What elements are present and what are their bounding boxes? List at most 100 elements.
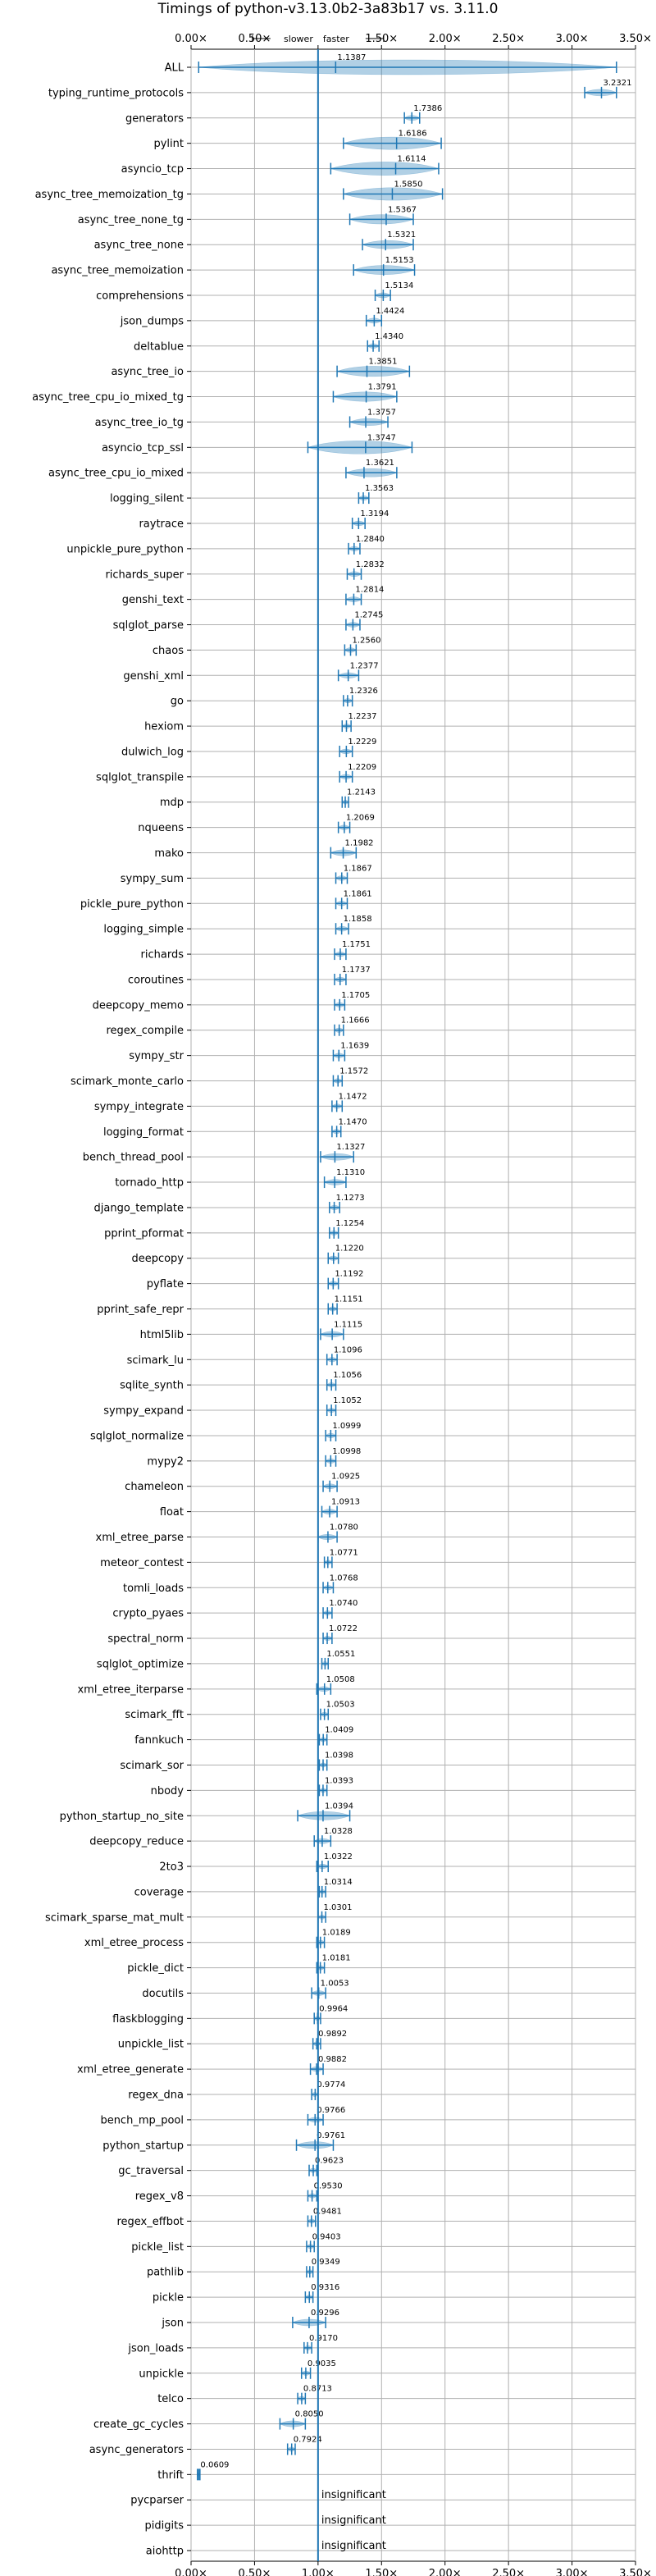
value-label: 0.9403 <box>312 2232 341 2241</box>
benchmark-label: dulwich_log <box>121 746 184 758</box>
slower-label: slower <box>284 34 313 44</box>
value-label: 1.0322 <box>324 1852 353 1861</box>
benchmark-label: xml_etree_iterparse <box>77 1683 184 1696</box>
value-label: 1.4340 <box>375 332 403 341</box>
benchmark-label: coroutines <box>128 974 184 986</box>
value-label: 1.0740 <box>329 1599 358 1608</box>
benchmark-label: python_startup <box>102 2140 184 2152</box>
value-label: 0.9964 <box>319 2004 348 2013</box>
benchmark-label: gc_traversal <box>118 2165 184 2177</box>
value-label: 1.1861 <box>344 889 372 898</box>
value-label: 1.6186 <box>399 130 427 139</box>
value-label: 1.1639 <box>340 1042 369 1051</box>
benchmark-label: 2to3 <box>159 1861 184 1874</box>
benchmark-label: deltablue <box>134 340 184 353</box>
value-label: 1.7386 <box>413 104 442 113</box>
value-label: 1.2560 <box>353 636 381 645</box>
value-label: 0.9481 <box>313 2207 342 2216</box>
benchmark-label: tornado_http <box>115 1177 184 1190</box>
value-label: 1.1858 <box>344 915 372 924</box>
value-label: 1.3194 <box>360 509 389 518</box>
benchmark-label: async_generators <box>89 2444 184 2456</box>
benchmark-label: raytrace <box>139 518 184 530</box>
benchmark-label: richards <box>141 949 184 961</box>
value-label: 0.9035 <box>308 2359 336 2368</box>
value-label: 1.1220 <box>335 1245 364 1254</box>
benchmark-label: sqlglot_normalize <box>90 1430 184 1442</box>
value-label: 1.2069 <box>346 814 375 823</box>
benchmark-label: sqlglot_parse <box>113 619 184 632</box>
benchmark-label: telco <box>157 2393 184 2405</box>
value-label: 1.3791 <box>368 383 397 392</box>
benchmark-label: docutils <box>142 1988 184 2000</box>
benchmark-label: async_tree_io <box>111 366 184 378</box>
benchmark-label: sqlglot_transpile <box>96 771 184 783</box>
benchmark-label: spectral_norm <box>107 1633 184 1646</box>
value-label: 1.4424 <box>376 307 404 316</box>
benchmark-label: mdp <box>160 797 184 809</box>
value-label: 1.0189 <box>322 1929 351 1938</box>
benchmark-label: async_tree_cpu_io_mixed_tg <box>32 391 184 404</box>
value-label: 1.2229 <box>348 738 376 747</box>
value-label: 1.1056 <box>333 1371 362 1380</box>
value-label: 1.3621 <box>366 459 394 468</box>
benchmark-label: ALL <box>165 62 184 75</box>
value-label: 1.1254 <box>335 1219 364 1228</box>
x-tick-label-bottom: 3.00× <box>556 2568 589 2576</box>
benchmark-label: create_gc_cycles <box>93 2418 184 2431</box>
value-label: 1.0508 <box>326 1675 355 1684</box>
value-label: 1.1052 <box>333 1396 362 1405</box>
benchmark-label: sqlglot_optimize <box>97 1658 184 1670</box>
value-label: 1.2832 <box>356 560 385 569</box>
value-label: 1.0394 <box>325 1802 353 1811</box>
benchmark-label: sqlite_synth <box>120 1380 184 1392</box>
benchmark-label: float <box>160 1506 184 1519</box>
benchmark-label: pprint_safe_repr <box>97 1304 184 1316</box>
value-label: 1.3747 <box>367 433 396 442</box>
insignificant-label: insignificant <box>321 2489 386 2501</box>
value-label: 0.9296 <box>311 2309 339 2318</box>
benchmark-label: regex_v8 <box>135 2190 184 2203</box>
benchmark-label: mypy2 <box>147 1455 184 1468</box>
value-label: 1.1472 <box>339 1092 367 1101</box>
benchmark-label: meteor_contest <box>100 1557 184 1569</box>
benchmark-label: async_tree_cpu_io_mixed <box>48 468 184 480</box>
x-tick-label-bottom: 0.00× <box>175 2568 207 2576</box>
benchmark-label: json <box>161 2318 184 2330</box>
value-label: 0.9761 <box>317 2131 345 2140</box>
value-label: 1.5321 <box>387 231 416 240</box>
value-label: 1.2209 <box>348 763 376 772</box>
value-label: 1.0999 <box>332 1422 361 1431</box>
benchmark-label: pathlib <box>147 2267 184 2279</box>
benchmark-label: bench_mp_pool <box>100 2114 184 2126</box>
value-label: 1.1151 <box>335 1295 363 1304</box>
benchmark-label: pycparser <box>130 2495 184 2507</box>
benchmark-label: scimark_sparse_mat_mult <box>45 1911 184 1924</box>
benchmark-label: deepcopy_memo <box>93 999 184 1012</box>
benchmark-label: pylint <box>153 138 184 150</box>
value-label: 1.2745 <box>354 611 383 620</box>
value-label: 0.9170 <box>309 2334 338 2343</box>
value-label: 0.8050 <box>295 2410 324 2419</box>
benchmark-label: mako <box>154 847 184 860</box>
benchmark-label: flaskblogging <box>112 2013 184 2026</box>
benchmark-label: django_template <box>94 1202 184 1214</box>
benchmark-label: unpickle_pure_python <box>66 543 184 555</box>
benchmark-label: sympy_sum <box>121 873 184 885</box>
direction-label-bg <box>270 34 366 43</box>
benchmark-label: xml_etree_process <box>84 1937 184 1949</box>
benchmark-label: asyncio_tcp_ssl <box>102 442 184 454</box>
benchmark-label: nbody <box>151 1785 184 1797</box>
value-label: 0.9882 <box>318 2055 347 2064</box>
benchmark-label: pidigits <box>145 2520 184 2533</box>
value-label: 1.5367 <box>388 205 417 214</box>
benchmark-label: python_startup_no_site <box>60 1811 184 1823</box>
value-label: 1.1096 <box>334 1345 362 1354</box>
benchmark-label: chameleon <box>125 1481 184 1493</box>
value-label: 0.7924 <box>294 2435 322 2444</box>
benchmark-label: pickle_list <box>131 2241 184 2254</box>
benchmark-label: tomli_loads <box>123 1583 184 1595</box>
value-label: 1.0780 <box>330 1523 358 1532</box>
plot-frame <box>190 48 636 2562</box>
